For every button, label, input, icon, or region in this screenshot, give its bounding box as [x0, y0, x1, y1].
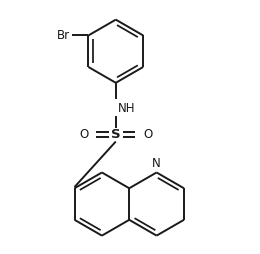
Text: N: N: [152, 157, 161, 170]
Text: Br: Br: [57, 29, 70, 42]
Text: O: O: [79, 128, 89, 141]
Text: O: O: [143, 128, 152, 141]
Text: NH: NH: [118, 102, 136, 115]
Text: S: S: [111, 128, 121, 141]
